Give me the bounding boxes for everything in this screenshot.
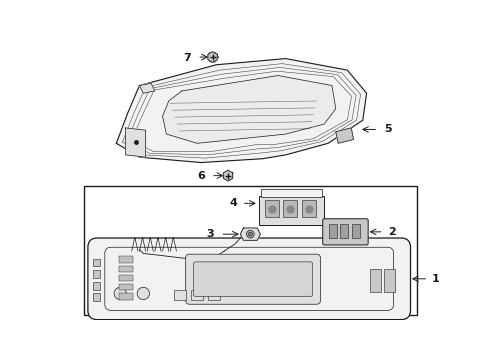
Polygon shape <box>207 53 218 62</box>
FancyBboxPatch shape <box>323 219 368 245</box>
Bar <box>259 195 324 225</box>
Bar <box>302 200 316 217</box>
Polygon shape <box>207 53 218 62</box>
Text: 3: 3 <box>207 229 214 239</box>
FancyBboxPatch shape <box>186 254 320 304</box>
Text: 1: 1 <box>432 274 440 284</box>
Bar <box>352 224 360 238</box>
Text: 7: 7 <box>183 53 191 63</box>
Polygon shape <box>336 128 354 143</box>
Bar <box>265 200 279 217</box>
Bar <box>119 275 132 281</box>
Bar <box>119 256 132 263</box>
Text: 4: 4 <box>229 198 237 208</box>
Bar <box>341 224 348 238</box>
Bar <box>384 269 395 292</box>
Circle shape <box>248 232 252 236</box>
Polygon shape <box>207 53 218 62</box>
FancyBboxPatch shape <box>194 262 313 297</box>
Bar <box>208 291 220 300</box>
Polygon shape <box>207 53 218 62</box>
Bar <box>93 259 100 266</box>
Polygon shape <box>117 59 367 163</box>
Bar <box>191 291 203 300</box>
Polygon shape <box>125 128 146 157</box>
FancyBboxPatch shape <box>88 238 411 320</box>
Bar <box>283 200 297 217</box>
Bar <box>329 224 337 238</box>
Bar <box>93 270 100 278</box>
Text: 2: 2 <box>388 227 396 237</box>
Circle shape <box>246 230 254 238</box>
Circle shape <box>137 287 149 300</box>
Bar <box>370 269 381 292</box>
Polygon shape <box>208 52 217 62</box>
Bar <box>174 291 186 300</box>
Bar <box>119 293 132 300</box>
Text: 6: 6 <box>197 171 205 181</box>
Bar <box>93 282 100 289</box>
Polygon shape <box>140 83 155 93</box>
Polygon shape <box>163 76 336 143</box>
Polygon shape <box>240 228 260 240</box>
Bar <box>93 293 100 301</box>
Polygon shape <box>207 53 218 62</box>
Text: 5: 5 <box>384 125 392 134</box>
Bar <box>119 284 132 291</box>
Circle shape <box>114 287 126 300</box>
Bar <box>261 189 322 197</box>
Bar <box>119 266 132 272</box>
Bar <box>84 186 416 315</box>
Polygon shape <box>207 53 218 62</box>
Polygon shape <box>223 170 233 181</box>
